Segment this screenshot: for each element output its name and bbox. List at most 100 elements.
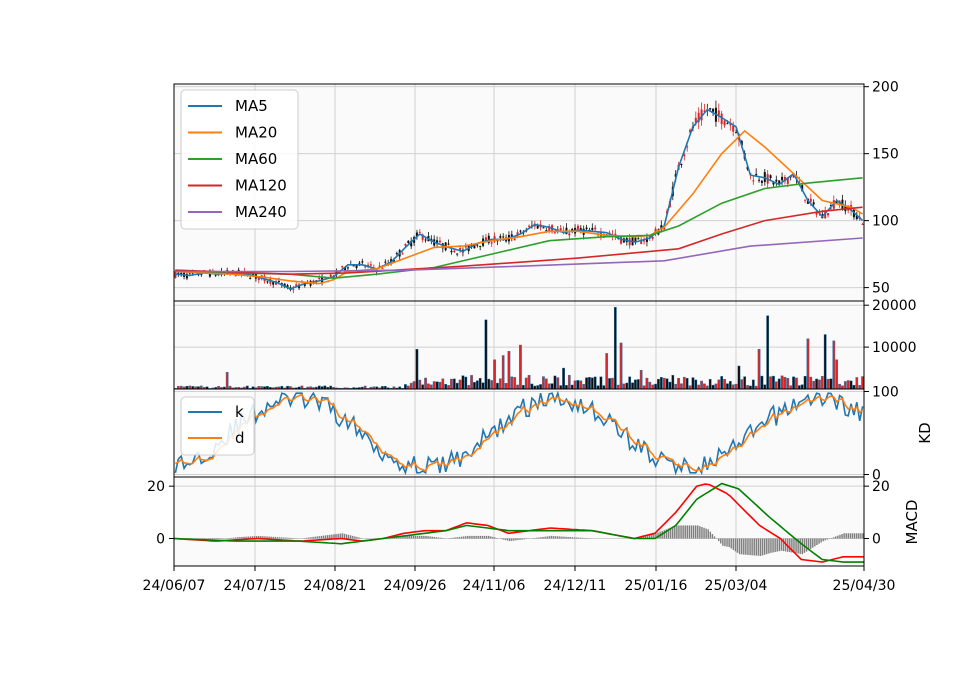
candle-body-42	[295, 284, 298, 286]
macd-hist-bar-173	[536, 537, 538, 539]
macd-hist-bar-320	[843, 533, 845, 539]
candle-body-167	[654, 228, 657, 234]
macd-hist-bar-180	[550, 535, 553, 539]
candle-body-84	[415, 232, 418, 237]
volume-bar-120	[519, 344, 522, 390]
volume-ytick-label-right-1: 20000	[872, 298, 917, 314]
candle-body-177	[683, 154, 686, 157]
macd-ytick-label-right-1: 20	[872, 479, 890, 495]
volume-bar-166	[651, 384, 655, 390]
volume-bar-80	[404, 384, 407, 390]
candle-body-106	[479, 245, 482, 247]
macd-hist-bar-292	[784, 538, 787, 552]
macd-hist-bar-311	[824, 538, 827, 541]
volume-bar-199	[746, 385, 749, 390]
candle-body-130	[548, 226, 551, 232]
volume-panel: 10000 20000	[173, 298, 917, 390]
volume-bar-190	[720, 376, 724, 390]
macd-hist-bar-187	[565, 536, 567, 539]
x-tick-label-2: 24/08/21	[304, 578, 367, 594]
macd-hist-bar-306	[814, 538, 816, 547]
macd-hist-bar-50	[278, 537, 281, 539]
macd-hist-bar-247	[690, 525, 693, 539]
macd-hist-bar-128	[441, 537, 444, 539]
volume-bar-165	[648, 381, 652, 390]
candle-body-237	[855, 214, 858, 220]
volume-bar-233	[843, 381, 847, 390]
macd-hist-bar-110	[404, 535, 406, 539]
macd-hist-bar-289	[778, 538, 781, 552]
macd-hist-bar-68	[316, 536, 318, 539]
macd-hist-bar-240	[676, 525, 678, 539]
macd-hist-bar-159	[506, 538, 509, 541]
macd-hist-bar-164	[517, 538, 519, 541]
macd-hist-bar-28	[232, 537, 235, 539]
volume-bar-195	[734, 383, 738, 390]
macd-hist-bar-255	[707, 529, 709, 539]
macd-hist-bar-137	[460, 536, 463, 539]
candle-body-123	[528, 225, 531, 227]
macd-hist-bar-36	[249, 536, 252, 539]
candle-body-221	[809, 198, 812, 202]
volume-bar-204	[760, 375, 764, 390]
macd-hist-bar-154	[496, 537, 498, 539]
macd-hist-bar-120	[425, 535, 427, 539]
macd-hist-bar-48	[274, 536, 277, 539]
macd-hist-bar-147	[481, 535, 484, 539]
candle-body-29	[257, 277, 260, 281]
macd-hist-bar-291	[782, 538, 785, 552]
macd-hist-bar-172	[533, 537, 536, 539]
macd-hist-bar-296	[793, 538, 795, 553]
macd-hist-bar-326	[855, 533, 858, 539]
macd-hist-bar-283	[766, 538, 768, 555]
macd-hist-bar-143	[473, 535, 475, 539]
macd-hist-bar-65	[310, 537, 312, 539]
volume-bar-167	[654, 383, 657, 390]
macd-hist-bar-239	[674, 526, 676, 539]
macd-hist-bar-242	[680, 525, 682, 539]
macd-hist-bar-168	[525, 538, 528, 540]
macd-hist-bar-167	[523, 538, 525, 540]
volume-bar-184	[703, 383, 706, 390]
macd-hist-bar-162	[513, 538, 515, 541]
volume-bar-154	[616, 384, 620, 390]
macd-hist-bar-125	[435, 537, 438, 539]
macd-hist-bar-107	[398, 536, 400, 539]
volume-bar-239	[861, 376, 864, 390]
kd-axis-label: KD	[916, 422, 934, 443]
volume-bar-95	[447, 385, 450, 390]
macd-hist-bar-56	[291, 537, 293, 539]
volume-bar-92	[438, 381, 442, 390]
macd-hist-bar-153	[494, 537, 496, 539]
volume-bar-236	[852, 385, 856, 390]
macd-hist-bar-191	[573, 537, 576, 539]
volume-bar-121	[521, 385, 525, 390]
macd-hist-bar-116	[416, 535, 419, 539]
macd-plot-background	[174, 477, 864, 566]
volume-bar-123	[527, 375, 531, 390]
candle-body-91	[436, 240, 439, 244]
macd-hist-bar-225	[644, 535, 647, 539]
series-line-d	[174, 393, 864, 472]
volume-bar-207	[769, 376, 772, 390]
macd-hist-bar-186	[563, 536, 565, 539]
candle-body-65	[361, 261, 364, 263]
macd-hist-bar-111	[406, 535, 408, 539]
macd-hist-bar-327	[858, 533, 860, 539]
candle-body-9	[200, 273, 203, 275]
macd-hist-bar-304	[809, 538, 812, 549]
volume-bar-238	[858, 385, 862, 390]
volume-bar-222	[812, 380, 816, 390]
volume-bar-84	[415, 348, 419, 390]
volume-bar-134	[559, 385, 563, 390]
macd-hist-bar-260	[717, 538, 720, 542]
candle-body-160	[634, 237, 637, 243]
candle-body-181	[694, 117, 697, 123]
macd-hist-bar-86	[354, 536, 356, 539]
candle-body-204	[760, 180, 763, 183]
volume-bar-142	[582, 383, 586, 390]
volume-bar-156	[622, 383, 626, 390]
macd-hist-bar-160	[508, 538, 511, 542]
volume-bar-203	[757, 348, 761, 390]
macd-hist-bar-328	[860, 533, 862, 539]
